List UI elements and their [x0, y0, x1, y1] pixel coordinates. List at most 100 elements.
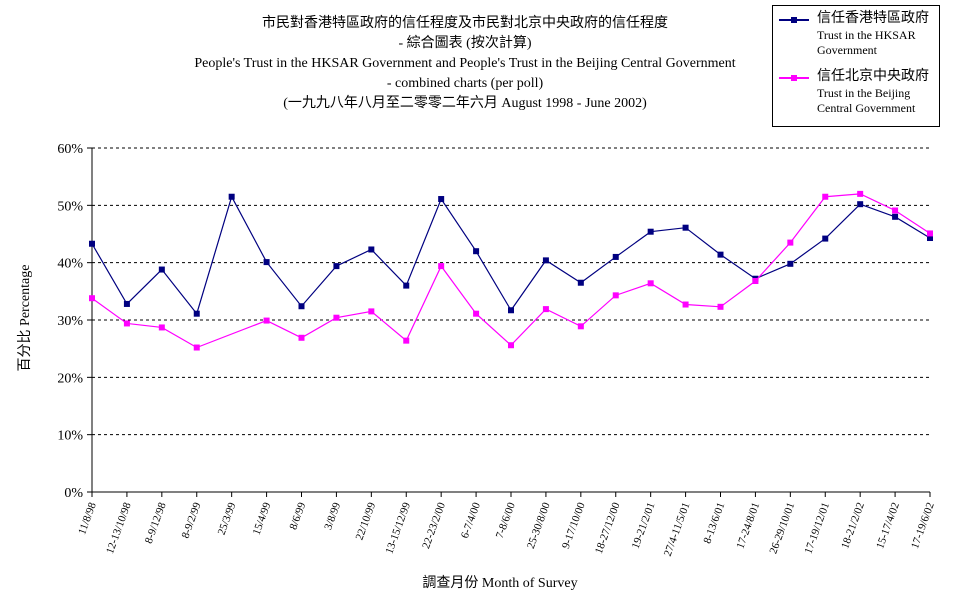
data-point — [368, 308, 375, 315]
data-point — [612, 292, 619, 299]
series-beijing — [89, 190, 933, 351]
y-tick-label: 0% — [64, 486, 83, 501]
data-point — [577, 323, 584, 330]
data-point — [438, 196, 445, 203]
y-tick-label: 40% — [57, 257, 83, 272]
data-point — [228, 193, 235, 200]
y-tick-label: 20% — [57, 371, 83, 386]
data-point — [787, 260, 794, 267]
data-point — [647, 228, 654, 235]
x-tick-label: 8-13/6/01 — [701, 501, 727, 545]
data-point — [822, 193, 829, 200]
title-line-3: People's Trust in the HKSAR Government a… — [194, 56, 736, 71]
x-tick-label: 19-21/2/01 — [630, 501, 658, 550]
legend-label-hksar-zh: 信任香港特區政府 — [817, 11, 929, 26]
title-line-4: - combined charts (per poll) — [386, 76, 544, 91]
data-point — [682, 301, 689, 308]
data-point — [298, 303, 305, 310]
data-point — [123, 300, 130, 307]
data-point — [473, 310, 480, 317]
y-tick-label: 50% — [57, 199, 83, 214]
y-tick-label: 10% — [57, 429, 83, 444]
x-tick-label: 22/10/99 — [353, 500, 378, 541]
x-tick-label: 26-29/10/01 — [767, 501, 797, 556]
data-point — [787, 239, 794, 246]
x-tick-label: 9-17/10/00 — [560, 500, 588, 550]
series-line — [91, 193, 931, 349]
legend-label-hksar-en-1: Trust in the HKSAR — [817, 28, 916, 42]
data-point — [333, 314, 340, 321]
data-point — [403, 337, 410, 344]
y-tick-label: 30% — [57, 314, 83, 329]
x-tick-label: 11/8/98 — [76, 500, 99, 536]
data-point — [298, 334, 305, 341]
x-tick-label: 12-13/10/98 — [104, 500, 134, 555]
data-point — [333, 263, 340, 270]
data-point — [822, 235, 829, 242]
y-tick-label: 60% — [57, 142, 83, 157]
data-point — [508, 307, 514, 314]
x-tick-label: 18-21/2/02 — [839, 501, 867, 550]
data-point — [752, 278, 759, 285]
legend-marker-hksar — [791, 17, 797, 23]
x-tick-label: 6-7/4/00 — [459, 500, 483, 540]
data-point — [158, 324, 165, 331]
x-tick-label: 7-8/6/00 — [494, 500, 518, 540]
data-point — [577, 279, 584, 286]
data-point — [857, 190, 864, 197]
data-point — [123, 320, 130, 327]
x-tick-label: 13-15/12/99 — [383, 500, 413, 555]
data-point — [717, 303, 724, 310]
title-line-1: 市民對香港特區政府的信任程度及市民對北京中央政府的信任程度 — [262, 16, 668, 31]
data-point — [542, 306, 549, 313]
data-point — [508, 342, 514, 349]
data-point — [263, 317, 270, 324]
x-tick-label: 15/4/99 — [251, 500, 274, 536]
x-tick-label: 17-24/8/01 — [734, 501, 762, 550]
y-axis-label: 百分比 Percentage — [18, 264, 33, 372]
legend-marker-beijing — [791, 75, 797, 81]
data-point — [927, 235, 933, 242]
data-point — [647, 280, 654, 287]
data-point — [612, 253, 619, 260]
data-point — [927, 230, 933, 237]
data-point — [403, 282, 410, 289]
x-tick-label: 8-9/12/98 — [143, 500, 169, 545]
data-point — [438, 263, 445, 270]
data-point — [193, 344, 200, 351]
x-tick-label: 25/3/99 — [216, 500, 239, 536]
x-tick-label: 27/4-11/5/01 — [662, 501, 693, 558]
data-point — [857, 201, 864, 208]
gridlines — [92, 147, 930, 436]
data-point — [717, 251, 724, 258]
x-tick-label: 22-23/2/00 — [420, 500, 448, 550]
x-tick-label: 15-17/4/02 — [874, 501, 902, 550]
data-point — [682, 224, 689, 231]
series-group — [89, 190, 933, 351]
data-point — [193, 310, 200, 317]
legend-label-beijing-en-1: Trust in the Beijing — [817, 86, 911, 100]
x-tick-label: 3/8/99 — [322, 500, 343, 531]
series-line — [91, 195, 931, 315]
legend-label-hksar-en-2: Government — [817, 43, 877, 57]
data-point — [263, 259, 270, 266]
chart-title: 市民對香港特區政府的信任程度及市民對北京中央政府的信任程度 - 綜合圖表 (按次… — [160, 14, 770, 114]
x-axis-label: 調查月份 Month of Survey — [422, 576, 578, 591]
x-tick-label: 8-9/2/99 — [180, 500, 204, 540]
x-tick-label: 8/6/99 — [287, 500, 308, 531]
x-tick-label: 17-19/6/02 — [909, 501, 937, 550]
legend-label-beijing-zh: 信任北京中央政府 — [817, 69, 929, 84]
title-line-2: - 綜合圖表 (按次計算) — [398, 36, 532, 51]
axes — [87, 147, 931, 497]
data-point — [892, 207, 899, 214]
x-tick-label: 25-30/8/00 — [525, 500, 553, 550]
data-point — [89, 240, 95, 247]
data-point — [89, 295, 95, 302]
x-tick-label: 18-27/12/00 — [593, 500, 623, 555]
data-point — [542, 257, 549, 264]
data-point — [892, 213, 899, 220]
x-tick-label: 17-19/12/01 — [802, 501, 832, 556]
x-tick-labels: 11/8/98 12-13/10/98 8-9/12/98 8-9/2/99 25/3/… — [76, 500, 937, 558]
title-line-5: (一九九八年八月至二零零二年六月 August 1998 - June 2002… — [283, 96, 647, 111]
